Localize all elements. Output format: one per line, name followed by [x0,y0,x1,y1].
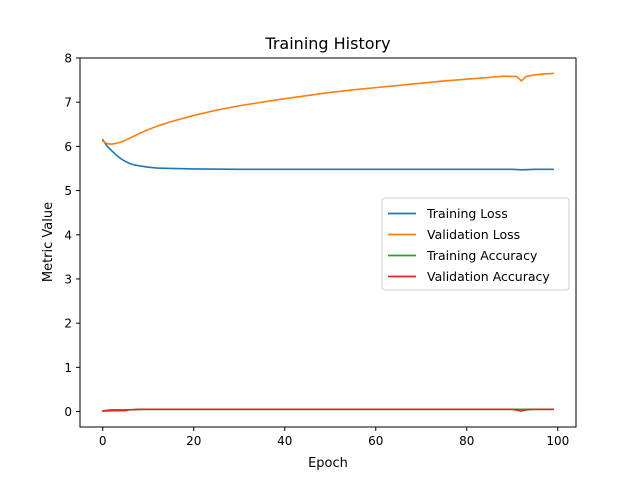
y-tick-label-7: 7 [64,96,72,110]
y-tick-label-8: 8 [64,52,72,66]
y-tick-label-3: 3 [64,272,72,286]
y-tick-label-5: 5 [64,184,72,198]
x-axis-label: Epoch [308,456,348,471]
y-axis-label: Metric Value [41,202,56,282]
x-tick-label-2: 40 [277,434,292,448]
plot-frame [79,57,577,428]
legend-label-2: Training Accuracy [426,248,538,263]
x-tick-label-0: 0 [99,434,107,448]
series-line-0 [101,138,555,171]
y-tick-label-4: 4 [64,228,72,242]
y-tick-label-1: 1 [64,361,72,375]
y-axis-ticks: 0 1 2 3 4 5 6 7 8 [64,52,80,419]
y-tick-label-6: 6 [64,140,72,154]
plot-lines [101,72,555,412]
legend-box [381,197,570,291]
legend-label-3: Validation Accuracy [427,269,550,284]
x-tick-label-1: 20 [186,434,201,448]
x-tick-label-5: 100 [546,434,569,448]
x-tick-label-4: 80 [459,434,474,448]
legend-label-1: Validation Loss [427,227,520,242]
x-axis-ticks: 0 20 40 60 80 100 [99,427,569,448]
y-tick-label-2: 2 [64,317,72,331]
series-line-3 [101,408,555,412]
y-tick-label-0: 0 [64,405,72,419]
chart-title: Training History [264,34,390,53]
x-tick-label-3: 60 [368,434,383,448]
legend: Training Loss Validation Loss Training Acc… [381,197,570,291]
series-line-1 [101,72,555,145]
legend-label-0: Training Loss [426,206,508,221]
